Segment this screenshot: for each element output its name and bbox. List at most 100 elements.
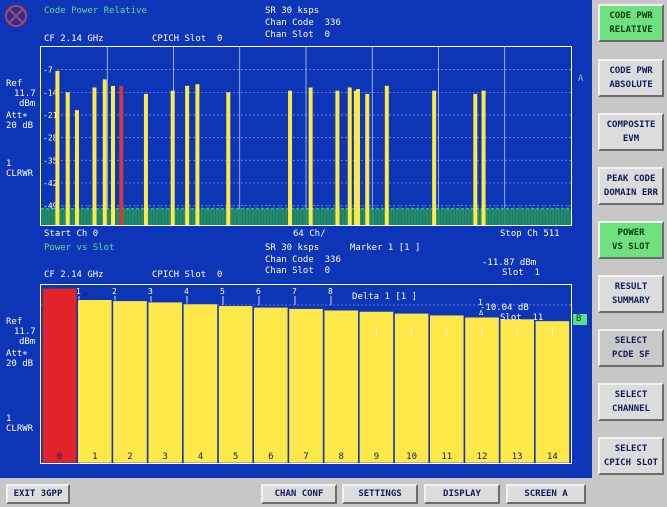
slot-power-bar (499, 318, 535, 464)
bottom-delta-value: -10.04 dB (480, 303, 529, 313)
top-trace-number: 1 (6, 159, 12, 169)
slot-label: 0 (57, 452, 62, 462)
code-channel-bar (74, 110, 79, 225)
slot-division-label: 4 (184, 287, 189, 296)
code-channel-bar (473, 93, 478, 225)
slot-label: 4 (198, 452, 203, 462)
slot-power-bar (77, 299, 113, 464)
softkey-3[interactable]: COMPOSITE EVM (598, 113, 664, 151)
y-tick-label: -7 (43, 66, 53, 75)
code-channel-bar (365, 93, 370, 225)
slot-power-bar (534, 320, 570, 464)
code-channel-bar (288, 90, 293, 225)
bottom-ref-label: Ref (6, 317, 23, 327)
screen-a-button[interactable]: SCREEN A (506, 484, 586, 504)
code-channel-bar (347, 87, 352, 225)
softkey-8[interactable]: SELECT CHANNEL (598, 383, 664, 421)
softkey-line2: DOMAIN ERR (603, 188, 659, 198)
softkey-line1: COMPOSITE (606, 120, 656, 130)
slot-division-label: 5 (220, 287, 225, 296)
code-channel-bar (335, 90, 340, 225)
slot-label: 9 (374, 452, 379, 462)
bottom-trace-mode: CLRWR (6, 424, 34, 434)
top-marker-a: A (578, 74, 584, 84)
marker-1-icon (81, 292, 88, 298)
y-tick-label: -35 (43, 156, 58, 165)
y-tick-label: -42 (43, 179, 58, 188)
top-ref-unit: dBm (19, 99, 36, 109)
display-button[interactable]: DISPLAY (424, 484, 500, 504)
code-channel-bar (384, 85, 389, 225)
softkey-5[interactable]: POWER VS SLOT (598, 221, 664, 259)
bottom-delta-label: Delta 1 [1 ] (352, 292, 418, 302)
softkey-line1: POWER (617, 228, 645, 238)
softkey-line2: VS SLOT (612, 242, 650, 252)
softkey-line1: RESULT (614, 282, 648, 292)
softkey-line2: CPICH SLOT (603, 458, 659, 468)
slot-label: 13 (512, 452, 523, 462)
top-ref-label: Ref (6, 79, 23, 89)
bottom-ref-unit: dBm (19, 337, 36, 347)
code-channel-bar (119, 85, 124, 225)
settings-button[interactable]: SETTINGS (342, 484, 418, 504)
softkey-4[interactable]: PEAK CODE DOMAIN ERR (598, 167, 664, 205)
code-channel-bar (55, 70, 60, 225)
slot-power-bar (147, 301, 183, 464)
slot-power-bar (288, 308, 324, 464)
y-tick-label: -28 (43, 134, 58, 143)
bottom-trace-title: Power vs Slot (44, 243, 115, 253)
y-tick-label: -14 (43, 88, 58, 97)
softkey-line1: CODE PWR (609, 66, 653, 76)
softkey-line2: ABSOLUTE (609, 80, 653, 90)
slot-division-label: 7 (292, 287, 297, 296)
slot-power-bar (218, 305, 254, 464)
exit-3gpp-button[interactable]: EXIT 3GPP (6, 484, 70, 504)
slot-label: 10 (406, 452, 417, 462)
slot-division-label: 1 (76, 287, 81, 296)
slot-label: 11 (441, 452, 452, 462)
softkey-2[interactable]: CODE PWR ABSOLUTE (598, 59, 664, 97)
top-chan-slot: Chan Slot 0 (265, 30, 331, 40)
top-start-channel: Start Ch 0 (44, 229, 99, 239)
softkey-9[interactable]: SELECT CPICH SLOT (598, 437, 664, 475)
bottom-cpich-slot: CPICH Slot 0 (152, 270, 223, 280)
softkey-1[interactable]: CODE PWR RELATIVE (598, 4, 664, 42)
code-channel-bar (195, 84, 200, 225)
slot-division-label: 6 (256, 287, 261, 296)
bottom-marker-value: -11.87 dBm (482, 258, 537, 268)
y-tick-label: -21 (43, 111, 58, 120)
slot-power-bar (253, 307, 289, 464)
slot-power-bar (429, 314, 465, 464)
code-domain-chart: -7 -14 -21 -28 -35 -42 -49 (41, 47, 571, 226)
slot-division-label: 2 (112, 287, 117, 296)
y-tick-label: -49 (43, 202, 58, 211)
slot-label: 1 (92, 452, 97, 462)
top-cpich-slot: CPICH Slot 0 (152, 34, 223, 44)
softkey-line2: RELATIVE (609, 25, 653, 35)
code-channel-bar (353, 90, 358, 225)
top-trace-mode: CLRWR (6, 169, 34, 179)
softkey-6[interactable]: RESULT SUMMARY (598, 275, 664, 313)
top-trace-title: Code Power Relative (44, 6, 147, 16)
softkey-line2: SUMMARY (612, 296, 650, 306)
delta-marker-icon: Δ (479, 309, 484, 317)
slot-label: 12 (477, 452, 488, 462)
code-channel-bar (481, 90, 486, 225)
bottom-att-value: 20 dB (6, 359, 34, 369)
bottom-symbol-rate: SR 30 ksps (265, 243, 320, 253)
chan-conf-button[interactable]: CHAN CONF (261, 484, 337, 504)
code-channel-bar (102, 79, 107, 225)
top-att-label: Att∗ (6, 111, 28, 121)
bottom-marker-slot: Slot 1 (502, 268, 540, 278)
slot-label: 2 (127, 452, 132, 462)
softkey-7[interactable]: SELECT PCDE SF (598, 329, 664, 367)
slot-label: 7 (303, 452, 308, 462)
slot-label: 3 (162, 452, 167, 462)
bottom-marker-label: Marker 1 [1 ] (350, 243, 421, 253)
bottom-att-label: Att∗ (6, 349, 28, 359)
slot-power-bar (112, 300, 148, 464)
top-cf: CF 2.14 GHz (44, 34, 104, 44)
bottom-chan-code: Chan Code 336 (265, 255, 341, 265)
bottom-ref-value: 11.7 (14, 327, 36, 337)
